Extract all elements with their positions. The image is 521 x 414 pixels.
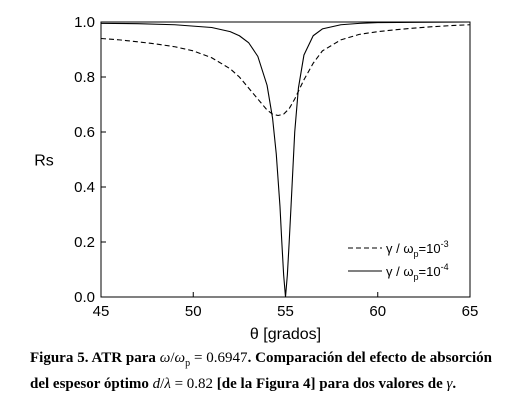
legend-omega: ω — [403, 264, 413, 279]
x-tick-label: 55 — [277, 303, 294, 320]
legend-entry-gamma-1e-4: γ / ωp=10-4 — [386, 262, 449, 282]
legend-gamma: γ — [386, 241, 393, 256]
x-axis-label: θ [grados] — [250, 326, 321, 343]
caption-sub-p: p — [185, 358, 191, 369]
caption-text-3: [de la Figura 4] para dos valores de — [213, 376, 447, 392]
caption-figure-label: Figura 5. — [30, 350, 89, 366]
x-tick-label: 45 — [93, 303, 110, 320]
reflectance-chart: 45 50 55 60 650.00.20.40.60.81.0 θ [grados] … — [34, 14, 478, 343]
y-tick-label: 1.0 — [74, 14, 95, 31]
legend-eq: =10 — [419, 241, 441, 256]
y-tick-label: 0.4 — [74, 179, 95, 196]
legend-eq: =10 — [419, 264, 441, 279]
x-tick-label: 65 — [462, 303, 479, 320]
x-tick-label: 60 — [369, 303, 386, 320]
caption-value-2: = 0.82 — [170, 376, 214, 392]
legend-sub: p — [414, 249, 419, 259]
caption-lambda: λ — [164, 376, 171, 392]
legend-entry-gamma-1e-3: γ / ωp=10-3 — [386, 239, 449, 259]
series-line-gamma-1e-3 — [100, 24, 471, 117]
legend-sup: -4 — [441, 262, 449, 272]
caption-omega: ω — [159, 350, 171, 366]
series-line-gamma-1e-4 — [100, 21, 471, 298]
axis-ticks — [100, 21, 471, 298]
y-axis-label: Rs — [34, 153, 54, 170]
y-tick-label: 0.2 — [74, 234, 95, 251]
caption-end: . — [452, 376, 457, 392]
caption-gamma: γ — [446, 376, 453, 392]
y-tick-label: 0.0 — [74, 289, 95, 306]
caption-omega-2: ω — [174, 350, 186, 366]
series-layer — [100, 21, 471, 298]
y-tick-label: 0.6 — [74, 124, 95, 141]
caption-value-1: = 0.6947 — [190, 350, 248, 366]
figure-caption: Figura 5. ATR para ω/ωp = 0.6947. Compar… — [30, 348, 492, 394]
caption-slash-2: / — [160, 376, 165, 392]
legend-gamma: γ — [386, 264, 393, 279]
legend-sub: p — [414, 272, 419, 282]
caption-slash: / — [170, 350, 175, 366]
legend-omega: ω — [403, 241, 413, 256]
legend-sep: / — [393, 241, 404, 256]
y-tick-label: 0.8 — [74, 69, 95, 86]
legend-sup: -3 — [441, 239, 449, 249]
legend-sep: / — [393, 264, 404, 279]
caption-text-2: . Comparación del efecto de absorción de… — [30, 350, 492, 392]
caption-d: d — [152, 376, 161, 392]
legend: γ / ωp=10-3 γ / ωp=10-4 — [348, 239, 449, 282]
caption-text-1: ATR para — [88, 350, 160, 366]
x-tick-label: 50 — [185, 303, 202, 320]
tick-labels: 45 50 55 60 65 0.0 0.2 0.4 0.6 0.8 1.0 — [74, 14, 478, 320]
